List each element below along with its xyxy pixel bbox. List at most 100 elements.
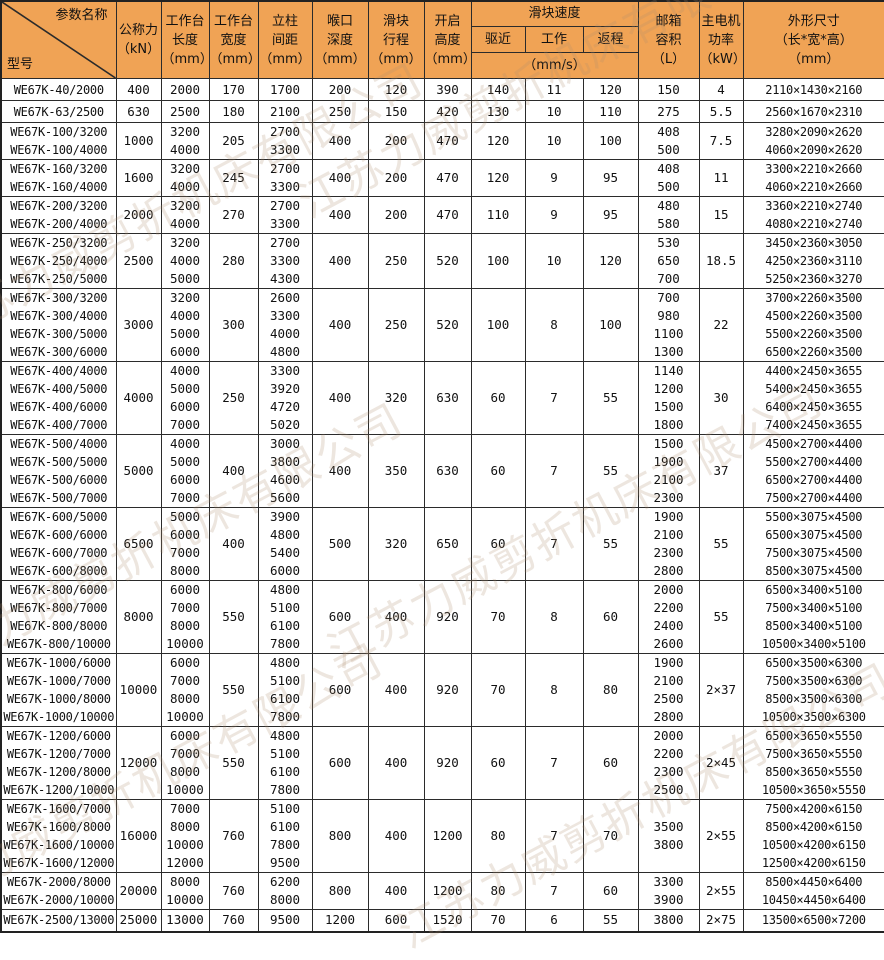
cell-work: 7 — [524, 799, 584, 873]
table-row: WE67K-1200/6000 WE67K-1200/7000 WE67K-1200… — [0, 726, 884, 800]
cell-models: WE67K-600/5000 WE67K-600/6000 WE67K-600/70… — [0, 507, 117, 581]
cell-open: 920 — [423, 726, 472, 800]
cell-models: WE67K-1200/6000 WE67K-1200/7000 WE67K-1200… — [0, 726, 117, 800]
cell-ret: 110 — [582, 100, 639, 123]
cell-lengths: 7000 8000 10000 12000 — [160, 799, 210, 873]
cell-stroke: 120 — [367, 78, 425, 101]
cell-stroke: 250 — [367, 288, 425, 362]
cell-lengths: 3200 4000 — [160, 122, 210, 160]
cell-force: 400 — [115, 78, 162, 101]
cell-models: WE67K-800/6000 WE67K-800/7000 WE67K-800/80… — [0, 580, 117, 654]
cell-work: 8 — [524, 580, 584, 654]
cell-pillar: 2700 3300 — [257, 196, 313, 234]
cell-throat: 400 — [311, 361, 369, 435]
cell-tank: 530 650 700 — [637, 233, 700, 289]
header-nominal-force: 公称力 （kN） — [115, 0, 162, 79]
cell-width: 760 — [208, 872, 259, 910]
cell-stroke: 400 — [367, 653, 425, 727]
cell-power: 30 — [698, 361, 744, 435]
cell-dims: 3300×2210×2660 4060×2210×2660 — [742, 159, 884, 197]
table-body: WE67K-40/2000 400 2000 170 1700 200 120 390 140 1… — [0, 78, 884, 932]
cell-pillar: 3900 4800 5400 6000 — [257, 507, 313, 581]
cell-width: 180 — [208, 100, 259, 123]
cell-approach: 130 — [470, 100, 526, 123]
cell-pillar: 5100 6100 7800 9500 — [257, 799, 313, 873]
cell-work: 6 — [524, 909, 584, 932]
cell-work: 7 — [524, 726, 584, 800]
cell-approach: 70 — [470, 909, 526, 932]
cell-models: WE67K-63/2500 — [0, 100, 117, 123]
cell-tank: 3500 3800 — [637, 799, 700, 873]
cell-force: 5000 — [115, 434, 162, 508]
table-row: WE67K-160/3200 WE67K-160/4000 1600 3200 4000… — [0, 159, 884, 197]
cell-open: 470 — [423, 196, 472, 234]
cell-approach: 60 — [470, 726, 526, 800]
cell-models: WE67K-1600/7000 WE67K-1600/8000 WE67K-1600… — [0, 799, 117, 873]
cell-power: 2×37 — [698, 653, 744, 727]
cell-dims: 7500×4200×6150 8500×4200×6150 10500×4200×6… — [742, 799, 884, 873]
cell-approach: 60 — [470, 507, 526, 581]
cell-models: WE67K-40/2000 — [0, 78, 117, 101]
cell-pillar: 2700 3300 — [257, 122, 313, 160]
header-table-width: 工作台 宽度 （mm） — [208, 0, 259, 79]
cell-width: 760 — [208, 909, 259, 932]
cell-ret: 60 — [582, 580, 639, 654]
cell-force: 4000 — [115, 361, 162, 435]
cell-ret: 55 — [582, 909, 639, 932]
cell-lengths: 2000 — [160, 78, 210, 101]
cell-tank: 2000 2200 2400 2600 — [637, 580, 700, 654]
table-header: 参数名称 型号 公称力 （kN） 工作台 长度 （mm） 工作台 宽度 （mm）… — [0, 0, 884, 79]
cell-dims: 3450×2360×3050 4250×2360×3110 5250×2360×32… — [742, 233, 884, 289]
cell-force: 2000 — [115, 196, 162, 234]
cell-power: 2×55 — [698, 799, 744, 873]
table-row: WE67K-2000/8000 WE67K-2000/10000 20000 8000… — [0, 872, 884, 910]
header-parameter-name: 参数名称 — [55, 8, 108, 23]
cell-ret: 70 — [582, 799, 639, 873]
cell-width: 300 — [208, 288, 259, 362]
table-row: WE67K-800/6000 WE67K-800/7000 WE67K-800/80… — [0, 580, 884, 654]
header-model-diagonal: 参数名称 型号 — [0, 0, 117, 79]
table-row: WE67K-40/2000 400 2000 170 1700 200 120 390 140 1… — [0, 78, 884, 101]
cell-work: 7 — [524, 507, 584, 581]
cell-tank: 3300 3900 — [637, 872, 700, 910]
cell-open: 920 — [423, 653, 472, 727]
cell-approach: 100 — [470, 288, 526, 362]
cell-power: 7.5 — [698, 122, 744, 160]
cell-work: 10 — [524, 233, 584, 289]
cell-ret: 95 — [582, 159, 639, 197]
cell-power: 15 — [698, 196, 744, 234]
cell-ret: 120 — [582, 233, 639, 289]
cell-approach: 80 — [470, 799, 526, 873]
cell-work: 7 — [524, 872, 584, 910]
cell-pillar: 2700 3300 — [257, 159, 313, 197]
cell-dims: 4400×2450×3655 5400×2450×3655 6400×2450×36… — [742, 361, 884, 435]
cell-models: WE67K-500/4000 WE67K-500/5000 WE67K-500/60… — [0, 434, 117, 508]
cell-models: WE67K-100/3200 WE67K-100/4000 — [0, 122, 117, 160]
cell-lengths: 3200 4000 — [160, 159, 210, 197]
cell-force: 1000 — [115, 122, 162, 160]
cell-work: 9 — [524, 159, 584, 197]
cell-throat: 250 — [311, 100, 369, 123]
cell-models: WE67K-2500/13000 — [0, 909, 117, 932]
cell-ret: 100 — [582, 288, 639, 362]
header-slider-speed-group: 滑块速度 — [470, 0, 639, 27]
table-row: WE67K-200/3200 WE67K-200/4000 2000 3200 4000… — [0, 196, 884, 234]
cell-power: 4 — [698, 78, 744, 101]
cell-pillar: 4800 5100 6100 7800 — [257, 726, 313, 800]
cell-throat: 1200 — [311, 909, 369, 932]
cell-width: 280 — [208, 233, 259, 289]
header-speed-approach: 驱近 — [470, 25, 526, 54]
cell-force: 10000 — [115, 653, 162, 727]
table-row: WE67K-1600/7000 WE67K-1600/8000 WE67K-1600… — [0, 799, 884, 873]
cell-approach: 120 — [470, 159, 526, 197]
cell-lengths: 3200 4000 5000 6000 — [160, 288, 210, 362]
cell-tank: 2000 2200 2300 2500 — [637, 726, 700, 800]
header-pillar-distance: 立柱 间距 （mm） — [257, 0, 313, 79]
cell-lengths: 5000 6000 7000 8000 — [160, 507, 210, 581]
cell-open: 520 — [423, 288, 472, 362]
table-row: WE67K-400/4000 WE67K-400/5000 WE67K-400/60… — [0, 361, 884, 435]
cell-models: WE67K-200/3200 WE67K-200/4000 — [0, 196, 117, 234]
cell-tank: 408 500 — [637, 122, 700, 160]
spec-table: 参数名称 型号 公称力 （kN） 工作台 长度 （mm） 工作台 宽度 （mm）… — [0, 0, 884, 933]
cell-models: WE67K-250/3200 WE67K-250/4000 WE67K-250/50… — [0, 233, 117, 289]
